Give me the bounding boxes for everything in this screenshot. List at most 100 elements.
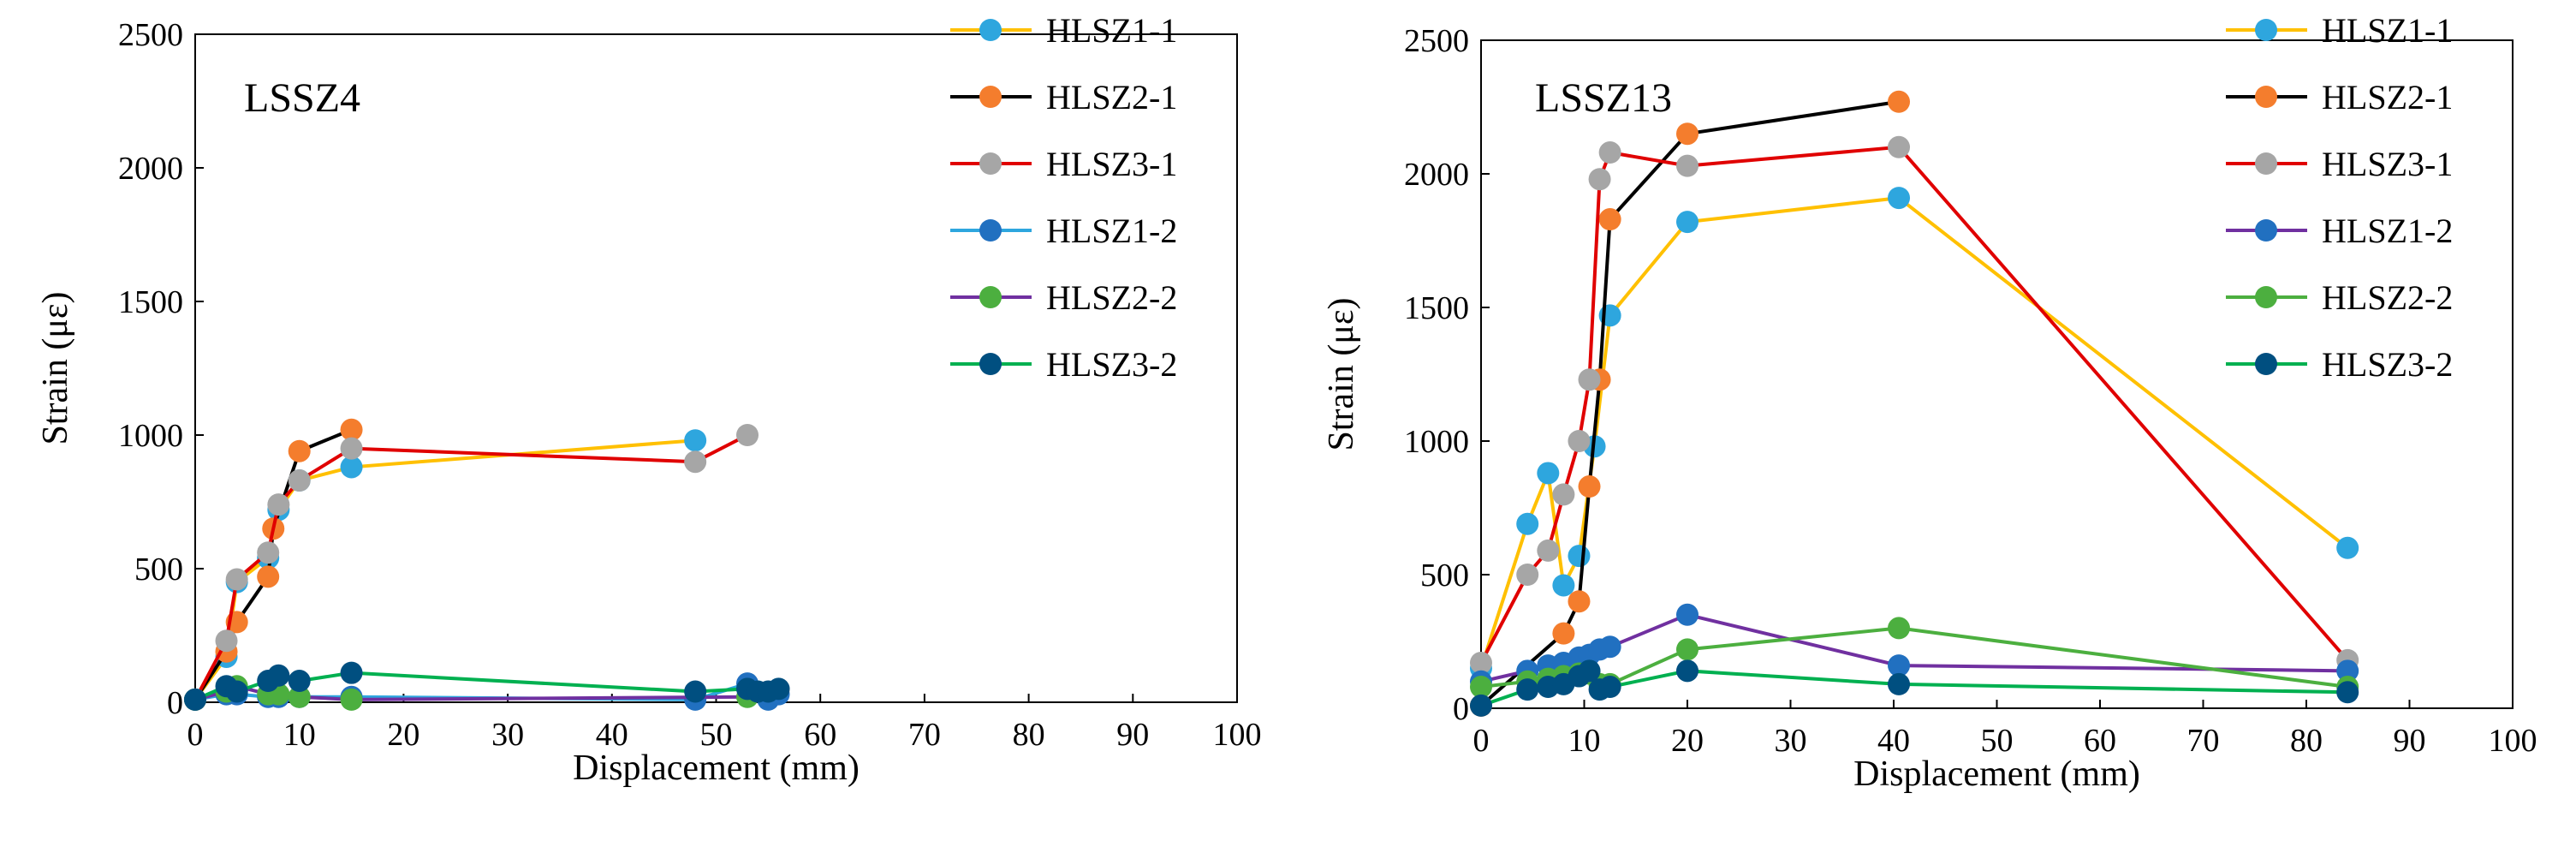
data-point	[1568, 590, 1591, 613]
chart-title: LSSZ13	[1535, 75, 1672, 121]
data-point	[1552, 622, 1575, 645]
legend-marker	[2255, 353, 2277, 375]
data-point	[1598, 208, 1621, 231]
data-point	[1552, 574, 1575, 597]
x-tick-label: 100	[2489, 723, 2537, 759]
data-point	[1888, 90, 1911, 113]
x-tick-label: 80	[1013, 717, 1045, 753]
x-tick-label: 30	[1775, 723, 1807, 759]
data-point	[1552, 483, 1575, 506]
data-point	[1888, 135, 1911, 158]
data-point	[767, 677, 790, 701]
data-point	[288, 439, 311, 462]
legend-marker	[979, 286, 1002, 308]
legend-entry-hlsz2-2: HLSZ2-2	[950, 278, 1177, 317]
y-tick-label: 2500	[1404, 23, 1469, 59]
y-axis-title: Strain (με)	[1322, 298, 1361, 451]
x-tick-label: 40	[596, 717, 628, 753]
legend-label: HLSZ2-2	[2322, 278, 2453, 317]
data-point	[1676, 211, 1698, 234]
data-point	[340, 688, 363, 711]
data-point	[1537, 539, 1560, 562]
series-hlsz3-2	[1470, 659, 2359, 717]
y-tick-label: 0	[1453, 691, 1469, 727]
legend-label: HLSZ2-2	[1046, 278, 1177, 317]
x-tick-label: 70	[2187, 723, 2220, 759]
data-point	[1676, 659, 1698, 683]
x-tick-label: 40	[1877, 723, 1910, 759]
legend-entry-hlsz1-2: HLSZ1-2	[950, 212, 1177, 250]
data-point	[1568, 430, 1591, 452]
data-point	[2336, 681, 2359, 704]
data-point	[1578, 475, 1601, 498]
legend-label: HLSZ2-1	[1046, 78, 1177, 116]
data-point	[1676, 603, 1698, 626]
legend-entry-hlsz3-2: HLSZ3-2	[2226, 345, 2453, 384]
x-tick-label: 60	[2084, 723, 2116, 759]
data-point	[2336, 536, 2359, 559]
legend-marker	[979, 19, 1002, 41]
data-point	[1888, 187, 1911, 210]
chart-lssz13: 0 500 1000 1500 2000 2500 0 10 20 30 40 50 60 70 80 90 1…	[1322, 11, 2537, 794]
data-point	[1470, 651, 1492, 674]
x-tick-label: 10	[283, 717, 316, 753]
chart-title: LSSZ4	[244, 75, 360, 121]
x-tick-label: 90	[1116, 717, 1149, 753]
legend-entry-hlsz1-1: HLSZ1-1	[950, 11, 1177, 50]
x-tick-label: 10	[1568, 723, 1601, 759]
y-tick-label: 0	[167, 685, 183, 721]
data-point	[1888, 654, 1911, 677]
legend-entry-hlsz2-1: HLSZ2-1	[950, 78, 1177, 116]
legend-label: HLSZ3-2	[1046, 345, 1177, 384]
legend-marker	[2255, 219, 2277, 242]
data-point	[1598, 635, 1621, 659]
data-point	[1598, 676, 1621, 699]
chart-lssz4: 0 500 1000 1500 2000 2500 0 10 20 30 40 50 60 70 80 90 1…	[36, 11, 1262, 788]
x-tick-label: 0	[1473, 723, 1490, 759]
legend-marker	[979, 219, 1002, 242]
y-tick-label: 1000	[118, 418, 183, 454]
legend-marker	[2255, 86, 2277, 108]
x-tick-label: 30	[491, 717, 524, 753]
legend-label: HLSZ1-2	[1046, 212, 1177, 250]
x-tick-label: 50	[1981, 723, 2014, 759]
data-point	[340, 456, 363, 479]
x-tick-label: 80	[2290, 723, 2323, 759]
x-tick-label: 50	[700, 717, 733, 753]
y-tick-label: 1500	[1404, 290, 1469, 326]
data-point	[340, 661, 363, 684]
data-point	[1516, 564, 1539, 586]
data-point	[684, 429, 707, 452]
series-hlsz3-2	[184, 661, 790, 711]
legend-entry-hlsz3-1: HLSZ3-1	[950, 145, 1177, 183]
x-axis-title: Displacement (mm)	[573, 749, 860, 788]
x-tick-label: 20	[1671, 723, 1704, 759]
data-point	[1598, 141, 1621, 164]
data-point	[184, 688, 206, 711]
legend-label: HLSZ3-1	[2322, 145, 2453, 183]
legend-label: HLSZ3-2	[2322, 345, 2453, 384]
legend-entry-hlsz1-1: HLSZ1-1	[2226, 11, 2453, 50]
y-tick-label: 500	[134, 552, 183, 588]
x-tick-label: 0	[187, 717, 204, 753]
legend-entry-hlsz3-2: HLSZ3-2	[950, 345, 1177, 384]
legend-marker	[979, 86, 1002, 108]
data-point	[1676, 154, 1698, 177]
data-point	[1470, 676, 1492, 699]
legend-marker	[2255, 286, 2277, 308]
legend-entry-hlsz2-1: HLSZ2-1	[2226, 78, 2453, 116]
data-point	[1470, 694, 1492, 717]
legend-entry-hlsz1-2: HLSZ1-2	[2226, 212, 2453, 250]
data-point	[288, 685, 311, 708]
data-point	[684, 680, 707, 703]
legend-label: HLSZ1-1	[1046, 11, 1177, 50]
data-point	[1888, 672, 1911, 695]
legend-entry-hlsz3-1: HLSZ3-1	[2226, 145, 2453, 183]
data-point	[1568, 545, 1591, 568]
data-point	[1676, 122, 1698, 146]
series-line	[193, 433, 748, 701]
legend: HLSZ1-1 HLSZ2-1 HLSZ3-1 HLSZ1-2 HLSZ2-2 HLSZ3…	[2226, 11, 2453, 384]
data-point	[215, 629, 238, 653]
y-tick-label: 1500	[118, 284, 183, 320]
